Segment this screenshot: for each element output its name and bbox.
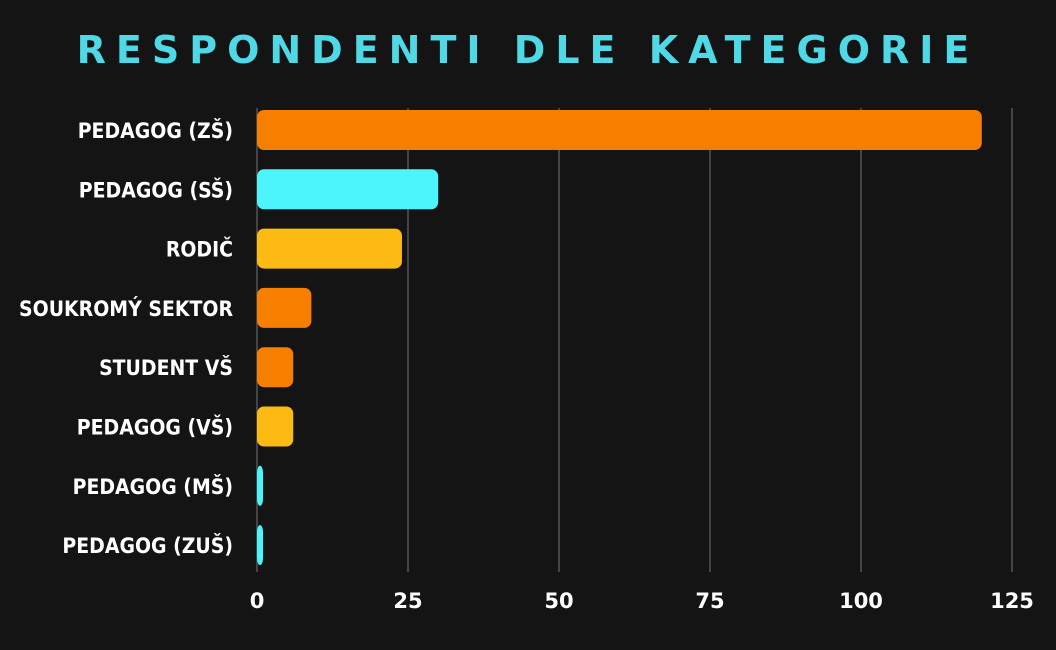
category-label: SOUKROMÝ SEKTOR [19, 296, 233, 321]
x-tick-label: 25 [393, 589, 422, 613]
chart-title: RESPONDENTI DLE KATEGORIE [76, 28, 980, 72]
bar [257, 287, 312, 328]
x-tick-label: 50 [544, 589, 573, 613]
category-label: PEDAGOG (ZŠ) [78, 118, 233, 143]
x-axis-tick-labels: 0 25 50 75 100 125 [250, 589, 1034, 613]
bar [257, 347, 294, 388]
bar [257, 110, 982, 150]
category-labels: PEDAGOG (ZŠ) PEDAGOG (SŠ) RODIČ SOUKROMÝ SE… [19, 118, 233, 558]
x-tick-label: 75 [695, 589, 724, 613]
bars [257, 110, 982, 566]
x-tick-label: 0 [250, 589, 265, 613]
x-tick-label: 125 [990, 589, 1034, 613]
category-label: RODIČ [166, 237, 233, 262]
x-tick-label: 100 [839, 589, 883, 613]
bar [257, 169, 439, 210]
category-label: STUDENT VŠ [99, 355, 233, 380]
category-label: PEDAGOG (SŠ) [79, 177, 233, 202]
category-label: PEDAGOG (MŠ) [73, 474, 233, 499]
category-label: PEDAGOG (VŠ) [77, 415, 233, 440]
bar [257, 525, 264, 566]
category-label: PEDAGOG (ZUŠ) [62, 533, 233, 558]
bar [257, 406, 294, 447]
bar [257, 228, 402, 269]
bar [257, 465, 264, 506]
